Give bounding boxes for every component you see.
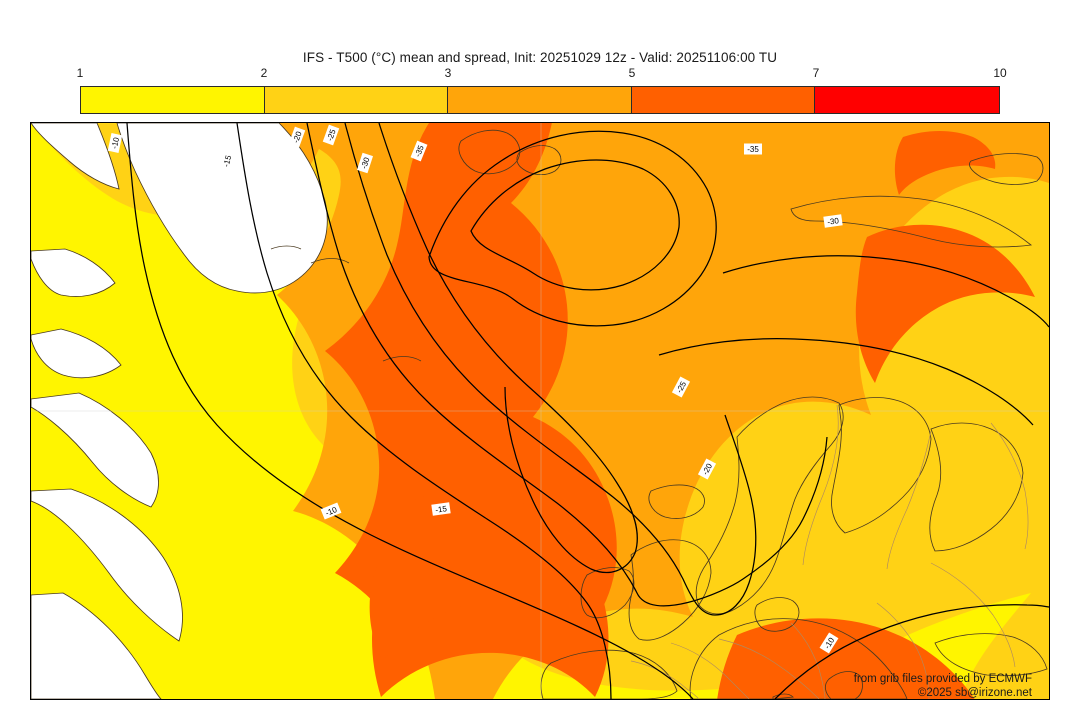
colorbar-segment-5-7 bbox=[631, 87, 816, 113]
colorbar-tick-labels: 1 2 3 5 7 10 bbox=[76, 66, 1007, 84]
colorbar-segment-7-10 bbox=[815, 87, 999, 113]
colorbar-segment-1-2 bbox=[81, 87, 265, 113]
svg-text:-10: -10 bbox=[324, 505, 339, 518]
svg-text:-35: -35 bbox=[413, 144, 426, 159]
coastlines bbox=[31, 123, 1048, 699]
colorbar-tick-7: 7 bbox=[812, 66, 820, 80]
colorbar-segment-3-5 bbox=[448, 87, 632, 113]
svg-text:-35: -35 bbox=[747, 145, 759, 154]
svg-text:-20: -20 bbox=[291, 130, 304, 144]
contour-labels: -10 -15 -20 -25 bbox=[107, 124, 843, 654]
svg-text:-15: -15 bbox=[222, 154, 234, 168]
contour-lines bbox=[126, 123, 1049, 699]
spread-core-max bbox=[369, 540, 583, 661]
colorbar-tick-1: 1 bbox=[76, 66, 84, 80]
country-borders bbox=[630, 404, 1029, 699]
colorbar-tick-2: 2 bbox=[260, 66, 268, 80]
page-title: IFS - T500 (°C) mean and spread, Init: 2… bbox=[302, 50, 778, 65]
svg-text:-15: -15 bbox=[435, 504, 448, 515]
graticule bbox=[31, 123, 1049, 699]
spread-band-5-7 bbox=[325, 123, 1035, 699]
colorbar-tick-10: 10 bbox=[993, 66, 1007, 80]
svg-text:-30: -30 bbox=[359, 156, 371, 170]
svg-text:-25: -25 bbox=[325, 128, 338, 142]
colorbar-tick-5: 5 bbox=[628, 66, 636, 80]
map-panel[interactable]: -10 -15 -20 -25 bbox=[30, 122, 1050, 700]
colorbar-segment-2-3 bbox=[264, 87, 449, 113]
colorbar-tick-3: 3 bbox=[444, 66, 452, 80]
map-canvas[interactable]: -10 -15 -20 -25 bbox=[31, 123, 1049, 699]
spread-band-red-patch bbox=[894, 131, 996, 195]
svg-text:-10: -10 bbox=[110, 136, 121, 150]
svg-text:-30: -30 bbox=[827, 216, 840, 227]
colorbar bbox=[80, 86, 1000, 114]
